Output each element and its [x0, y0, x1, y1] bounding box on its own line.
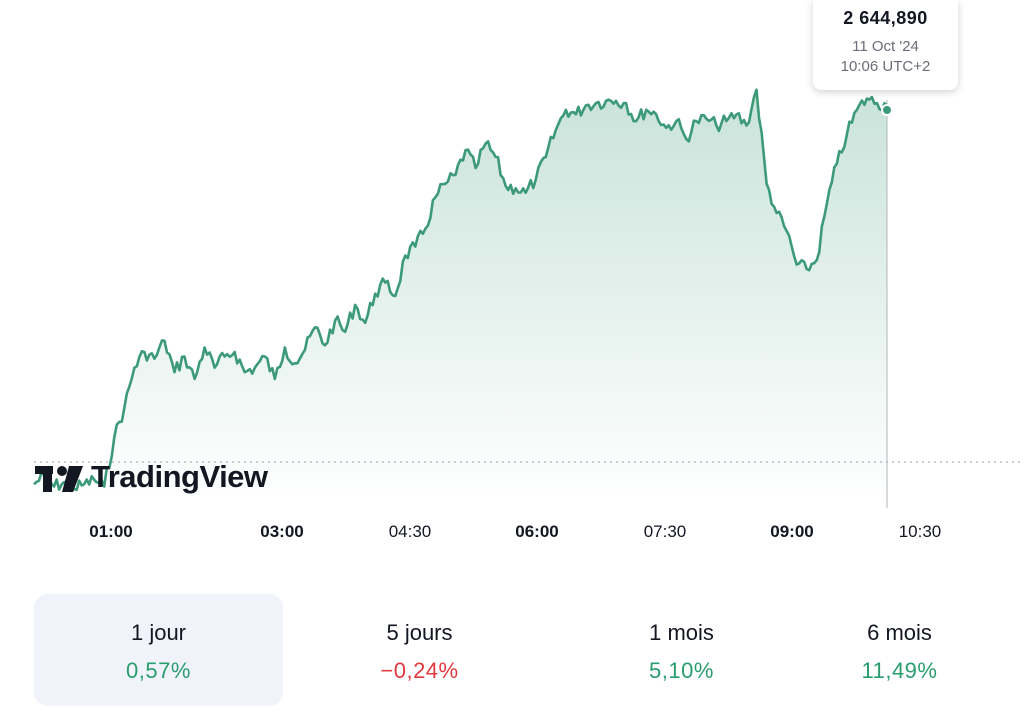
x-tick-label: 04:30: [389, 522, 432, 541]
price-area-fill: [34, 89, 887, 500]
price-chart[interactable]: 01:00 03:00 04:30 06:00 07:30 09:00 10:30: [0, 0, 1024, 560]
x-tick-label: 06:00: [515, 522, 558, 541]
tradingview-logo[interactable]: TradingView: [35, 455, 268, 499]
period-selector: 1 jour 0,57% 5 jours −0,24% 1 mois 5,10%…: [34, 594, 1024, 706]
price-tooltip: 2 644,890 11 Oct '24 10:06 UTC+2: [813, 0, 958, 90]
tooltip-date: 11 Oct '24: [852, 38, 919, 55]
tradingview-logo-icon: [35, 466, 83, 492]
period-change: 5,10%: [649, 658, 714, 683]
period-change: 0,57%: [126, 658, 191, 683]
tooltip-price: 2 644,890: [843, 8, 928, 28]
price-line: [33, 88, 888, 493]
x-tick-label: 01:00: [89, 522, 132, 541]
period-label: 6 mois: [867, 620, 932, 645]
x-tick-label: 10:30: [899, 522, 942, 541]
period-label: 1 jour: [130, 620, 187, 645]
period-label: 1 mois: [649, 620, 714, 645]
period-tab-1-month[interactable]: 1 mois 5,10%: [557, 594, 806, 706]
x-tick-label: 07:30: [644, 522, 687, 541]
x-tick-label: 03:00: [260, 522, 303, 541]
period-label: 5 jours: [386, 620, 453, 645]
tradingview-logo-text: TradingView: [91, 459, 268, 494]
tooltip-time: 10:06 UTC+2: [840, 58, 931, 75]
x-tick-label: 09:00: [770, 522, 813, 541]
period-tab-6-months[interactable]: 6 mois 11,49%: [775, 594, 1024, 706]
crosshair-point: [881, 104, 893, 116]
period-change: 11,49%: [861, 658, 938, 683]
period-tab-1-day[interactable]: 1 jour 0,57%: [34, 594, 283, 706]
period-change: −0,24%: [380, 658, 459, 683]
period-tab-5-days[interactable]: 5 jours −0,24%: [295, 594, 544, 706]
